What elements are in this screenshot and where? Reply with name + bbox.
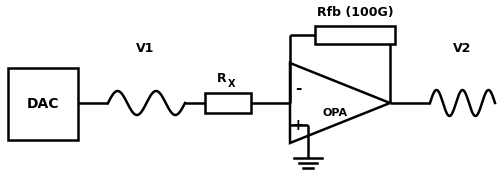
Text: -: - <box>295 80 301 96</box>
Text: OPA: OPA <box>322 108 348 118</box>
Bar <box>8 68 78 140</box>
Text: R: R <box>217 72 227 85</box>
Text: DAC: DAC <box>27 97 59 111</box>
Text: +: + <box>292 117 304 133</box>
Bar <box>315 26 395 44</box>
Text: V2: V2 <box>453 42 471 55</box>
Text: V1: V1 <box>136 42 154 55</box>
Text: Rfb (100G): Rfb (100G) <box>317 6 393 19</box>
Text: X: X <box>228 79 236 89</box>
Bar <box>205 93 251 113</box>
